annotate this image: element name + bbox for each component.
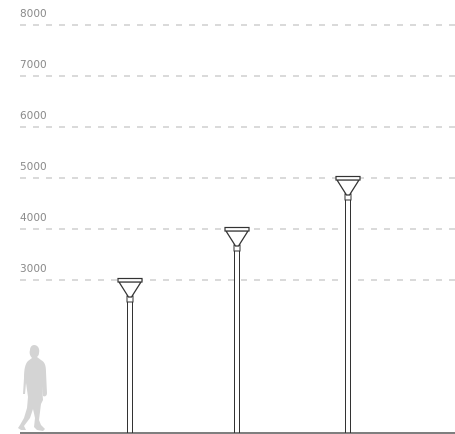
luminaire-cap: [224, 226, 250, 232]
pole-shaft: [345, 197, 351, 434]
human-silhouette-icon: [18, 345, 47, 431]
pole-5000: [335, 175, 361, 434]
height-labels: 8000 7000 6000 5000 4000 3000: [20, 8, 47, 275]
height-label-3000: 3000: [20, 263, 47, 275]
human-silhouette: [18, 345, 47, 431]
pole-3000: [117, 277, 143, 434]
height-label-4000: 4000: [20, 212, 47, 224]
height-label-8000: 8000: [20, 8, 47, 20]
pole-4000: [224, 226, 250, 434]
poles: [117, 175, 361, 434]
luminaire-cap: [117, 277, 143, 283]
luminaire-cap: [335, 175, 361, 181]
luminaire-head-icon: [225, 230, 249, 247]
height-label-5000: 5000: [20, 161, 47, 173]
pole-shaft: [234, 248, 240, 434]
luminaire-head-icon: [336, 179, 360, 196]
pole-shaft: [127, 299, 133, 434]
height-label-6000: 6000: [20, 110, 47, 122]
height-label-7000: 7000: [20, 59, 47, 71]
luminaire-head-icon: [118, 281, 142, 298]
